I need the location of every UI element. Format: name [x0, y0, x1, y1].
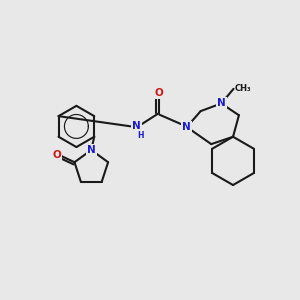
Text: N: N: [182, 122, 191, 132]
Text: O: O: [52, 150, 61, 160]
Text: N: N: [217, 98, 226, 109]
Text: CH₃: CH₃: [235, 84, 252, 93]
Text: O: O: [154, 88, 163, 98]
Text: H: H: [137, 131, 143, 140]
Text: N: N: [87, 145, 96, 155]
Text: N: N: [132, 122, 141, 131]
